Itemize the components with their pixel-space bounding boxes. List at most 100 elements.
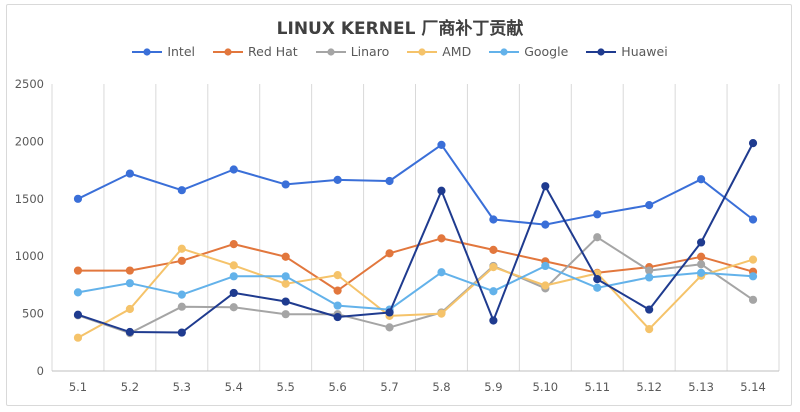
data-point-google [229, 272, 238, 281]
data-point-google [125, 279, 134, 288]
data-point-red-hat [489, 245, 498, 254]
x-tick-label: 5.2 [121, 380, 139, 394]
legend-item-red-hat: Red Hat [213, 44, 298, 59]
x-tick-label: 5.4 [225, 380, 243, 394]
data-point-google [177, 290, 186, 299]
legend-item-intel: Intel [132, 44, 195, 59]
data-point-huawei [73, 310, 83, 319]
x-tick-label: 5.10 [533, 380, 559, 394]
y-tick-label: 2000 [15, 134, 44, 148]
data-point-google [333, 301, 342, 310]
legend-item-huawei: Huawei [586, 44, 668, 59]
data-point-google [748, 272, 758, 281]
data-point-google [645, 273, 654, 282]
legend-swatch [586, 47, 617, 56]
data-point-amd [489, 263, 498, 272]
data-point-huawei [177, 328, 186, 337]
legend-label: AMD [442, 44, 472, 59]
data-point-google [73, 288, 83, 297]
data-point-huawei [593, 275, 602, 284]
x-tick-label: 5.6 [328, 380, 346, 394]
data-point-linaro [385, 323, 394, 332]
legend-item-google: Google [489, 44, 568, 59]
data-point-huawei [489, 316, 498, 325]
legend-label: Red Hat [248, 44, 298, 59]
data-point-linaro [281, 310, 290, 319]
x-tick-label: 5.1 [69, 380, 87, 394]
legend-swatch [132, 47, 163, 56]
data-point-red-hat [697, 252, 706, 261]
data-point-linaro [229, 303, 238, 312]
data-point-huawei [437, 186, 446, 195]
data-point-huawei [385, 308, 394, 317]
data-point-amd [541, 281, 550, 290]
chart-legend: Intel Red Hat Linaro AMD Google Huawei [0, 44, 800, 59]
data-point-red-hat [229, 240, 238, 249]
data-point-amd [73, 333, 83, 342]
x-tick-label: 5.9 [484, 380, 502, 394]
data-point-huawei [281, 297, 290, 306]
data-point-red-hat [333, 286, 342, 295]
data-point-huawei [697, 238, 706, 247]
legend-item-linaro: Linaro [315, 44, 390, 59]
data-point-huawei [541, 182, 550, 191]
y-tick-label: 1000 [15, 249, 44, 263]
data-point-red-hat [281, 252, 290, 261]
data-point-intel [333, 175, 342, 184]
data-point-intel [697, 175, 706, 184]
legend-label: Google [524, 44, 569, 59]
data-point-intel [177, 186, 186, 195]
data-point-google [541, 261, 550, 271]
data-point-red-hat [437, 234, 446, 243]
chart-title: LINUX KERNEL 厂商补丁贡献 [276, 19, 524, 39]
legend-swatch [407, 47, 438, 56]
data-point-intel [229, 165, 238, 174]
data-point-linaro [177, 302, 186, 311]
data-point-red-hat [125, 266, 134, 275]
x-tick-label: 5.5 [277, 380, 295, 394]
x-tick-label: 5.13 [688, 380, 714, 394]
data-point-google [489, 287, 498, 296]
data-point-linaro [645, 266, 654, 275]
data-point-google [697, 268, 706, 277]
series-line-red-hat [78, 237, 754, 292]
legend-swatch [315, 47, 346, 56]
y-tick-label: 1500 [15, 192, 44, 206]
data-point-amd [748, 255, 758, 264]
chart-frame [6, 4, 792, 406]
legend-swatch [213, 47, 243, 56]
series-line-linaro [77, 236, 754, 335]
data-point-red-hat [177, 256, 186, 265]
series-line-google [77, 265, 754, 311]
data-point-intel [437, 140, 446, 149]
data-point-google [593, 283, 602, 292]
data-point-linaro [748, 295, 758, 304]
legend-item-amd: AMD [407, 44, 471, 59]
data-point-huawei [333, 312, 342, 322]
data-point-google [281, 272, 290, 281]
data-point-intel [385, 176, 394, 186]
legend-label: Huawei [621, 44, 668, 59]
data-point-intel [125, 169, 134, 178]
data-point-intel [73, 194, 83, 203]
data-point-intel [748, 215, 758, 224]
data-point-red-hat [73, 266, 83, 275]
x-tick-label: 5.7 [380, 380, 398, 394]
data-point-huawei [229, 288, 238, 298]
data-point-google [437, 268, 446, 277]
y-tick-label: 0 [37, 364, 44, 378]
data-point-amd [437, 309, 446, 318]
x-tick-label: 5.11 [584, 380, 610, 394]
data-point-amd [177, 244, 186, 253]
legend-label: Linaro [350, 44, 390, 59]
data-point-huawei [748, 139, 758, 148]
data-point-huawei [645, 305, 654, 314]
data-point-intel [281, 180, 290, 189]
data-point-amd [333, 271, 342, 280]
data-point-amd [281, 279, 290, 288]
legend-label: Intel [167, 44, 195, 59]
series-line-amd [77, 247, 754, 339]
data-point-intel [645, 201, 654, 210]
data-point-intel [593, 210, 602, 219]
